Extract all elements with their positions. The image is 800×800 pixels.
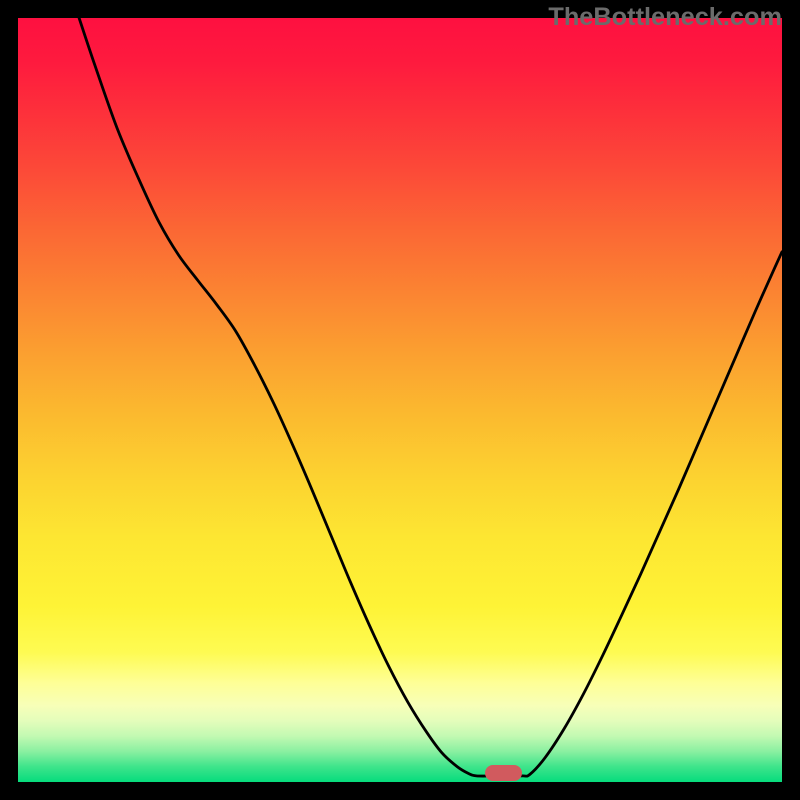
watermark-text: TheBottleneck.com (548, 3, 782, 32)
plot-area (18, 18, 782, 782)
optimal-point-marker (485, 765, 522, 781)
bottleneck-curve (18, 18, 782, 782)
